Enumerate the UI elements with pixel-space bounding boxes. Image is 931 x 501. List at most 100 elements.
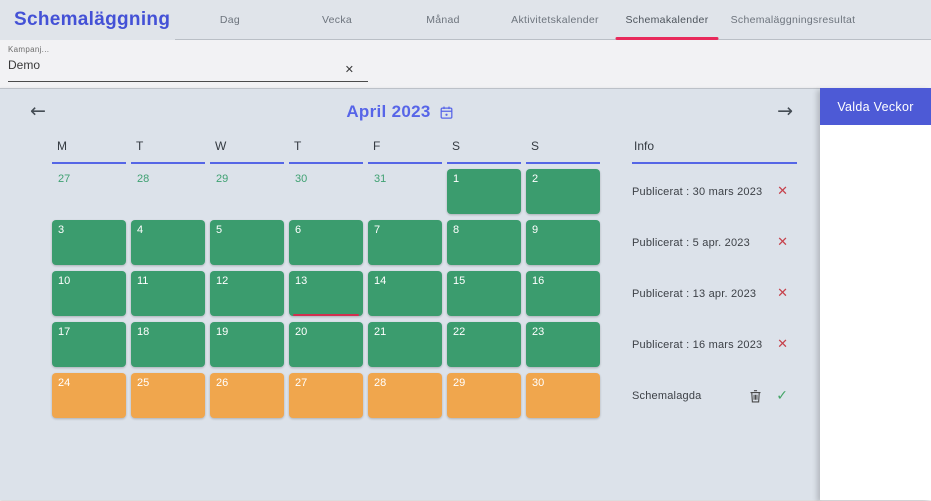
day-cell-22[interactable]: 22 [447,322,521,367]
day-cell-24[interactable]: 24 [52,373,126,418]
week-day-grid: 17 18 19 20 21 22 23 [52,322,600,367]
day-cell-27: 27 [52,169,126,214]
day-cell-30[interactable]: 30 [526,373,600,418]
day-cell-13[interactable]: 13 [289,271,363,316]
week-info-row: Publicerat : 30 mars 2023 ✕ [632,169,797,214]
day-cell-1[interactable]: 1 [447,169,521,214]
day-cell-10[interactable]: 10 [52,271,126,316]
day-cell-27[interactable]: 27 [289,373,363,418]
trash-icon[interactable] [748,388,763,404]
delete-week-icon[interactable]: ✕ [777,286,788,301]
day-number: 11 [137,275,149,287]
day-number: 1 [453,173,460,185]
delete-week-icon[interactable]: ✕ [777,235,788,250]
day-number: 29 [216,173,229,185]
day-cell-4[interactable]: 4 [131,220,205,265]
prev-month-button[interactable]: ← [30,100,46,122]
delete-week-icon[interactable]: ✕ [777,337,788,352]
weekday-header: T [131,139,205,164]
calendar-week-row: 3 4 5 6 7 8 9 Publicerat : 5 apr. 2023 ✕ [0,220,820,265]
campaign-field-label: Kampanj... [8,45,50,54]
day-number: 31 [374,173,387,185]
day-cell-19[interactable]: 19 [210,322,284,367]
week-day-grid: 24 25 26 27 28 29 30 [52,373,600,418]
day-cell-26[interactable]: 26 [210,373,284,418]
day-cell-2[interactable]: 2 [526,169,600,214]
day-number: 3 [58,224,65,236]
week-info-row: Schemalagda ✓ [632,373,797,418]
day-cell-14[interactable]: 14 [368,271,442,316]
delete-week-icon[interactable]: ✕ [777,184,788,199]
day-cell-7[interactable]: 7 [368,220,442,265]
day-number: 28 [374,377,387,389]
tab-schemakalender[interactable]: Schemakalender [614,0,721,40]
weekday-header: M [52,139,126,164]
tab-vecka[interactable]: Vecka [321,13,353,26]
tab-schemal-ggningsresultat[interactable]: Schemaläggningsresultat [730,13,856,26]
tab-m-nad[interactable]: Månad [426,13,460,26]
day-cell-6[interactable]: 6 [289,220,363,265]
day-number: 22 [453,326,466,338]
weekday-header: S [526,139,600,164]
day-number: 12 [216,275,229,287]
day-cell-18[interactable]: 18 [131,322,205,367]
calendar-icon[interactable] [439,105,454,120]
next-month-button[interactable]: → [777,100,793,122]
info-column-header: Info [632,139,797,164]
day-cell-12[interactable]: 12 [210,271,284,316]
calendar-week-row: 24 25 26 27 28 29 30 Schemalagda ✓ [0,373,820,418]
day-number: 7 [374,224,381,236]
day-cell-21[interactable]: 21 [368,322,442,367]
day-number: 30 [295,173,308,185]
day-cell-11[interactable]: 11 [131,271,205,316]
selected-weeks-body [820,125,931,500]
day-number: 13 [295,275,308,287]
day-cell-28[interactable]: 28 [368,373,442,418]
day-number: 25 [137,377,150,389]
day-number: 9 [532,224,539,236]
day-number: 27 [295,377,308,389]
check-icon[interactable]: ✓ [776,387,788,404]
tab-aktivitetskalender[interactable]: Aktivitetskalender [511,13,599,26]
week-info-row: Publicerat : 13 apr. 2023 ✕ [632,271,797,316]
day-cell-29[interactable]: 29 [447,373,521,418]
selected-weeks-header: Valda Veckor [820,88,931,125]
day-cell-5[interactable]: 5 [210,220,284,265]
day-cell-29: 29 [210,169,284,214]
week-info-label: Publicerat : 5 apr. 2023 [632,236,750,249]
calendar-title-wrap: April 2023 [0,102,800,122]
day-cell-31: 31 [368,169,442,214]
week-day-grid: 3 4 5 6 7 8 9 [52,220,600,265]
day-number: 6 [295,224,302,236]
day-cell-8[interactable]: 8 [447,220,521,265]
day-cell-25[interactable]: 25 [131,373,205,418]
clear-campaign-icon[interactable]: ✕ [344,63,354,76]
calendar-weeks: 27 28 29 30 31 1 2 Publicerat : 30 mars 2023 ✕ 3 4… [0,89,820,501]
day-cell-20[interactable]: 20 [289,322,363,367]
day-number: 16 [532,275,545,287]
day-cell-9[interactable]: 9 [526,220,600,265]
day-number: 10 [58,275,71,287]
day-number: 17 [58,326,71,338]
campaign-field[interactable]: Kampanj... Demo ✕ [8,45,368,82]
day-cell-30: 30 [289,169,363,214]
day-number: 15 [453,275,466,287]
tab-dag[interactable]: Dag [219,13,241,26]
day-number: 14 [374,275,387,287]
weekday-header: T [289,139,363,164]
day-cell-23[interactable]: 23 [526,322,600,367]
day-cell-15[interactable]: 15 [447,271,521,316]
day-number: 26 [216,377,229,389]
campaign-field-value[interactable]: Demo [8,58,41,72]
day-number: 27 [58,173,71,185]
weekday-header: S [447,139,521,164]
week-info-actions: ✕ [777,287,797,300]
day-cell-17[interactable]: 17 [52,322,126,367]
week-day-grid: 10 11 12 13 14 15 16 [52,271,600,316]
week-info-label: Publicerat : 16 mars 2023 [632,338,763,351]
day-cell-16[interactable]: 16 [526,271,600,316]
day-cell-3[interactable]: 3 [52,220,126,265]
day-number: 28 [137,173,150,185]
